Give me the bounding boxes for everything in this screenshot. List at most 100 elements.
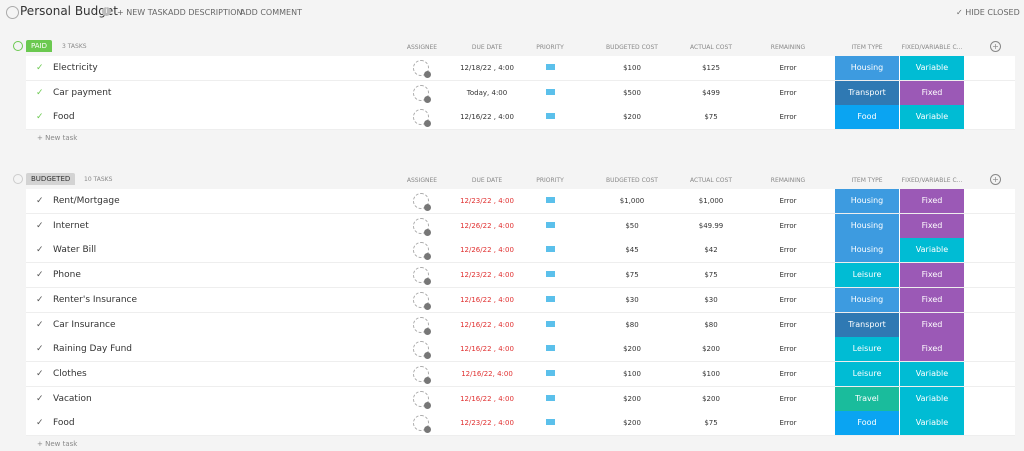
check-icon[interactable]: ✓ (36, 220, 44, 231)
check-icon[interactable]: ✓ (36, 344, 44, 355)
assignee-avatar[interactable] (413, 217, 431, 236)
task-name[interactable]: Food (53, 112, 75, 123)
priority-flag[interactable] (546, 64, 555, 70)
task-name[interactable]: Car Insurance (53, 319, 116, 330)
assignee-avatar[interactable] (413, 267, 431, 286)
priority-flag[interactable] (546, 113, 555, 120)
priority-flag[interactable] (546, 246, 555, 253)
fixed-variable-tag[interactable]: Fixed (900, 263, 964, 288)
fixed-variable-tag[interactable]: Variable (900, 56, 964, 80)
priority-flag[interactable] (546, 419, 555, 426)
task-row[interactable]: ✓ Clothes 12/16/22, 4:00 $100 $100 Error Leisu… (26, 361, 1015, 387)
assignee-avatar[interactable] (413, 316, 431, 335)
fixed-variable-tag[interactable]: Variable (900, 411, 964, 436)
fixed-variable-tag[interactable]: Fixed (900, 337, 964, 362)
priority-flag[interactable] (546, 320, 555, 327)
item-type-tag[interactable]: Housing (835, 287, 899, 312)
task-row[interactable]: ✓ Water Bill 12/26/22 , 4:00 $45 $42 Error Hou… (26, 238, 1015, 264)
assignee-avatar[interactable] (413, 109, 431, 128)
assignee-avatar[interactable] (413, 60, 431, 78)
priority-flag[interactable] (546, 345, 555, 352)
priority-flag[interactable] (546, 394, 555, 401)
task-name[interactable]: Vacation (53, 393, 92, 404)
fixed-variable-tag[interactable]: Fixed (900, 213, 964, 238)
fixed-variable-tag[interactable]: Fixed (900, 312, 964, 337)
item-type-tag[interactable]: Transport (835, 312, 899, 337)
item-type-tag[interactable]: Transport (835, 80, 899, 105)
fixed-variable-tag[interactable]: Variable (900, 105, 964, 130)
task-row[interactable]: ✓ Renter's Insurance 12/16/22 , 4:00 $30 $30… (26, 287, 1015, 313)
check-icon[interactable]: ✓ (36, 418, 44, 429)
task-row[interactable]: ✓ Rent/Mortgage 12/23/22 , 4:00 $1,000 $1,00… (26, 189, 1015, 214)
task-name[interactable]: Clothes (53, 368, 87, 379)
task-row[interactable]: ✓ Food 12/23/22 , 4:00 $200 $75 Error Food Vari… (26, 411, 1015, 437)
assignee-avatar[interactable] (413, 390, 431, 409)
check-icon[interactable]: ✓ (36, 393, 44, 404)
task-name[interactable]: Internet (53, 220, 89, 231)
group-toggle[interactable] (13, 174, 23, 184)
task-name[interactable]: Phone (53, 270, 81, 281)
task-name[interactable]: Electricity (53, 63, 98, 73)
hide-closed-button[interactable]: ✓ HIDE CLOSED (956, 8, 1020, 17)
add-description-button[interactable]: ADD DESCRIPTION (168, 8, 243, 17)
task-row[interactable]: ✓ Phone 12/23/22 , 4:00 $75 $75 Error Leisure F… (26, 263, 1015, 289)
fixed-variable-tag[interactable]: Fixed (900, 189, 964, 213)
task-row[interactable]: ✓ Internet 12/26/22 , 4:00 $50 $49.99 Error Ho… (26, 213, 1015, 239)
item-type-tag[interactable]: Housing (835, 56, 899, 80)
add-column-button[interactable]: + (990, 41, 1001, 52)
task-row[interactable]: ✓ Raining Day Fund 12/16/22 , 4:00 $200 $200… (26, 337, 1015, 363)
task-name[interactable]: Raining Day Fund (53, 344, 132, 355)
check-icon[interactable]: ✓ (36, 319, 44, 330)
new-task-button[interactable]: + NEW TASK (117, 8, 168, 17)
priority-flag[interactable] (546, 197, 555, 203)
assignee-avatar[interactable] (413, 242, 431, 261)
item-type-tag[interactable]: Housing (835, 213, 899, 238)
fixed-variable-tag[interactable]: Variable (900, 361, 964, 386)
add-comment-button[interactable]: ADD COMMENT (240, 8, 302, 17)
check-icon[interactable]: ✓ (36, 294, 44, 305)
priority-flag[interactable] (546, 369, 555, 376)
task-name[interactable]: Rent/Mortgage (53, 196, 120, 206)
assignee-avatar[interactable] (413, 365, 431, 384)
task-row[interactable]: ✓ Electricity 12/18/22 , 4:00 $100 $125 Error… (26, 56, 1015, 81)
item-type-tag[interactable]: Food (835, 411, 899, 436)
item-type-tag[interactable]: Leisure (835, 263, 899, 288)
priority-flag[interactable] (546, 271, 555, 278)
fixed-variable-tag[interactable]: Variable (900, 238, 964, 263)
assignee-avatar[interactable] (413, 341, 431, 360)
fixed-variable-tag[interactable]: Fixed (900, 80, 964, 105)
fixed-variable-tag[interactable]: Fixed (900, 287, 964, 312)
task-row[interactable]: ✓ Car payment Today, 4:00 $500 $499 Error Tran… (26, 80, 1015, 106)
item-type-tag[interactable]: Leisure (835, 337, 899, 362)
task-name[interactable]: Water Bill (53, 245, 97, 256)
assignee-avatar[interactable] (413, 193, 431, 211)
check-icon[interactable]: ✓ (36, 270, 44, 281)
task-row[interactable]: ✓ Vacation 12/16/22 , 4:00 $200 $200 Error Tra… (26, 386, 1015, 412)
task-name[interactable]: Car payment (53, 87, 112, 98)
check-icon[interactable]: ✓ (36, 368, 44, 379)
item-type-tag[interactable]: Housing (835, 238, 899, 263)
check-icon[interactable]: ✓ (36, 87, 44, 98)
add-column-button[interactable]: + (990, 174, 1001, 185)
new-task-link[interactable]: + New task (37, 134, 78, 143)
assignee-avatar[interactable] (413, 291, 431, 310)
check-icon[interactable]: ✓ (36, 196, 44, 206)
assignee-avatar[interactable] (413, 415, 431, 434)
item-type-tag[interactable]: Leisure (835, 361, 899, 386)
item-type-tag[interactable]: Food (835, 105, 899, 130)
task-name[interactable]: Renter's Insurance (53, 294, 138, 305)
check-icon[interactable]: ✓ (36, 112, 44, 123)
check-icon[interactable]: ✓ (36, 245, 44, 256)
new-task-link[interactable]: + New task (37, 440, 78, 448)
group-toggle[interactable] (13, 41, 23, 51)
fixed-variable-tag[interactable]: Variable (900, 386, 964, 411)
assignee-avatar[interactable] (413, 84, 431, 103)
priority-flag[interactable] (546, 88, 555, 95)
task-name[interactable]: Food (53, 418, 75, 429)
check-icon[interactable]: ✓ (36, 63, 44, 73)
task-row[interactable]: ✓ Car Insurance 12/16/22 , 4:00 $80 $80 Error… (26, 312, 1015, 338)
item-type-tag[interactable]: Travel (835, 386, 899, 411)
task-row[interactable]: ✓ Food 12/16/22 , 4:00 $200 $75 Error Food Vari… (26, 105, 1015, 131)
priority-flag[interactable] (546, 295, 555, 302)
priority-flag[interactable] (546, 221, 555, 228)
